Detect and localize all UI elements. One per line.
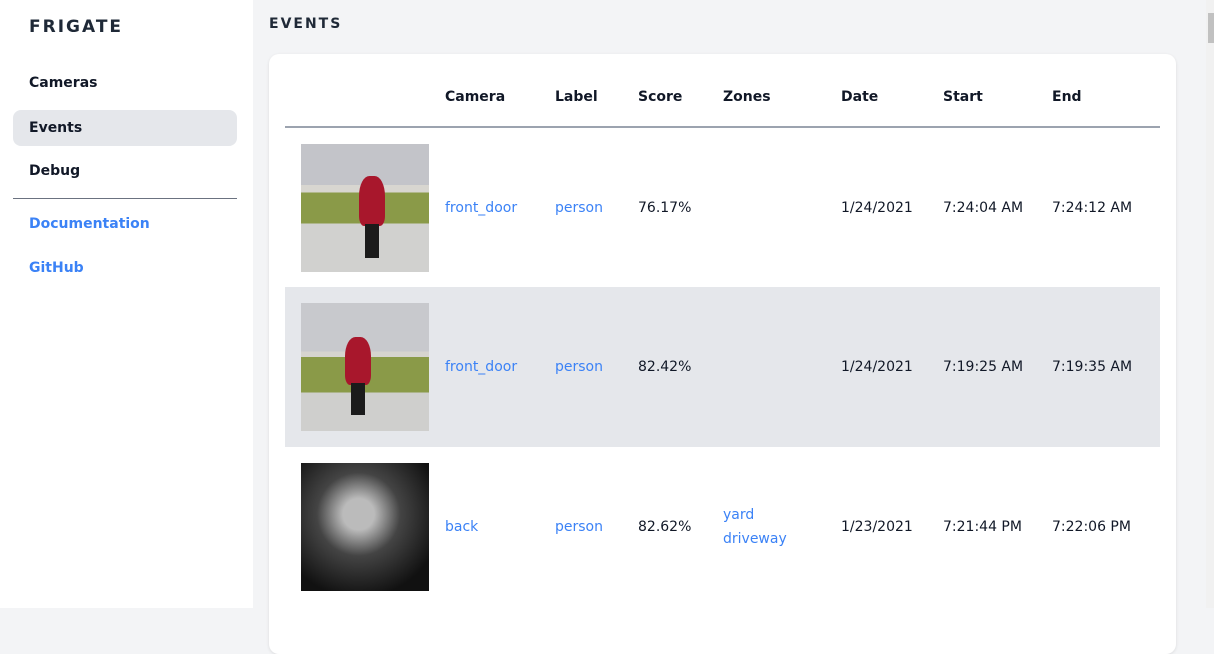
start-time: 7:19:25 AM	[943, 287, 1052, 447]
sidebar-item-debug[interactable]: Debug	[29, 163, 81, 179]
scrollbar[interactable]	[1206, 0, 1214, 608]
table-header: Camera Label Score Zones Date Start End	[285, 54, 1160, 128]
zone-yard[interactable]: yard	[723, 507, 755, 523]
table-row[interactable]: front_door person 76.17% 1/24/2021 7:24:…	[285, 127, 1160, 287]
table-row[interactable]: back person 82.62% yard driveway 1/23/20…	[285, 447, 1160, 607]
zone-driveway[interactable]: driveway	[723, 531, 787, 547]
zones: yard driveway	[723, 447, 841, 607]
col-camera: Camera	[445, 54, 555, 128]
event-thumbnail[interactable]	[301, 303, 429, 431]
end-time: 7:22:06 PM	[1052, 519, 1131, 535]
col-label: Label	[555, 54, 638, 128]
event-thumbnail[interactable]	[301, 463, 429, 591]
label-link[interactable]: person	[555, 519, 603, 535]
end-time: 7:24:12 AM	[1052, 199, 1133, 216]
col-thumbnail	[285, 54, 445, 128]
col-start: Start	[943, 54, 1052, 128]
sidebar-item-events[interactable]: Events	[13, 110, 237, 146]
score: 82.62%	[638, 519, 692, 535]
score: 76.17%	[638, 199, 692, 216]
github-link[interactable]: GitHub	[29, 260, 84, 276]
table-row[interactable]: front_door person 82.42% 1/24/2021 7:19:…	[285, 287, 1160, 447]
brand-logo: FRIGATE	[29, 17, 124, 37]
documentation-link[interactable]: Documentation	[29, 216, 150, 232]
events-card: Camera Label Score Zones Date Start End …	[269, 54, 1176, 654]
col-date: Date	[841, 54, 943, 128]
divider	[13, 198, 237, 199]
events-table: Camera Label Score Zones Date Start End …	[285, 54, 1160, 607]
scrollbar-thumb[interactable]	[1208, 13, 1214, 43]
score: 82.42%	[638, 287, 723, 447]
date: 1/24/2021	[841, 287, 943, 447]
camera-link[interactable]: front_door	[445, 287, 555, 447]
label-link[interactable]: person	[555, 199, 603, 216]
event-thumbnail[interactable]	[301, 143, 429, 272]
start-time: 7:24:04 AM	[943, 199, 1024, 216]
camera-link[interactable]: back	[445, 519, 479, 535]
zones	[723, 287, 841, 447]
col-zones: Zones	[723, 54, 841, 128]
label-link[interactable]: person	[555, 287, 638, 447]
sidebar: FRIGATE Cameras Events Debug Documentati…	[0, 0, 253, 608]
page-title: EVENTS	[269, 16, 343, 32]
date: 1/24/2021	[841, 199, 913, 216]
camera-link[interactable]: front_door	[445, 199, 518, 216]
zones	[723, 127, 841, 287]
sidebar-item-cameras[interactable]: Cameras	[29, 75, 98, 91]
end-time: 7:19:35 AM	[1052, 287, 1160, 447]
col-end: End	[1052, 54, 1160, 128]
start-time: 7:21:44 PM	[943, 519, 1022, 535]
col-score: Score	[638, 54, 723, 128]
date: 1/23/2021	[841, 519, 913, 535]
